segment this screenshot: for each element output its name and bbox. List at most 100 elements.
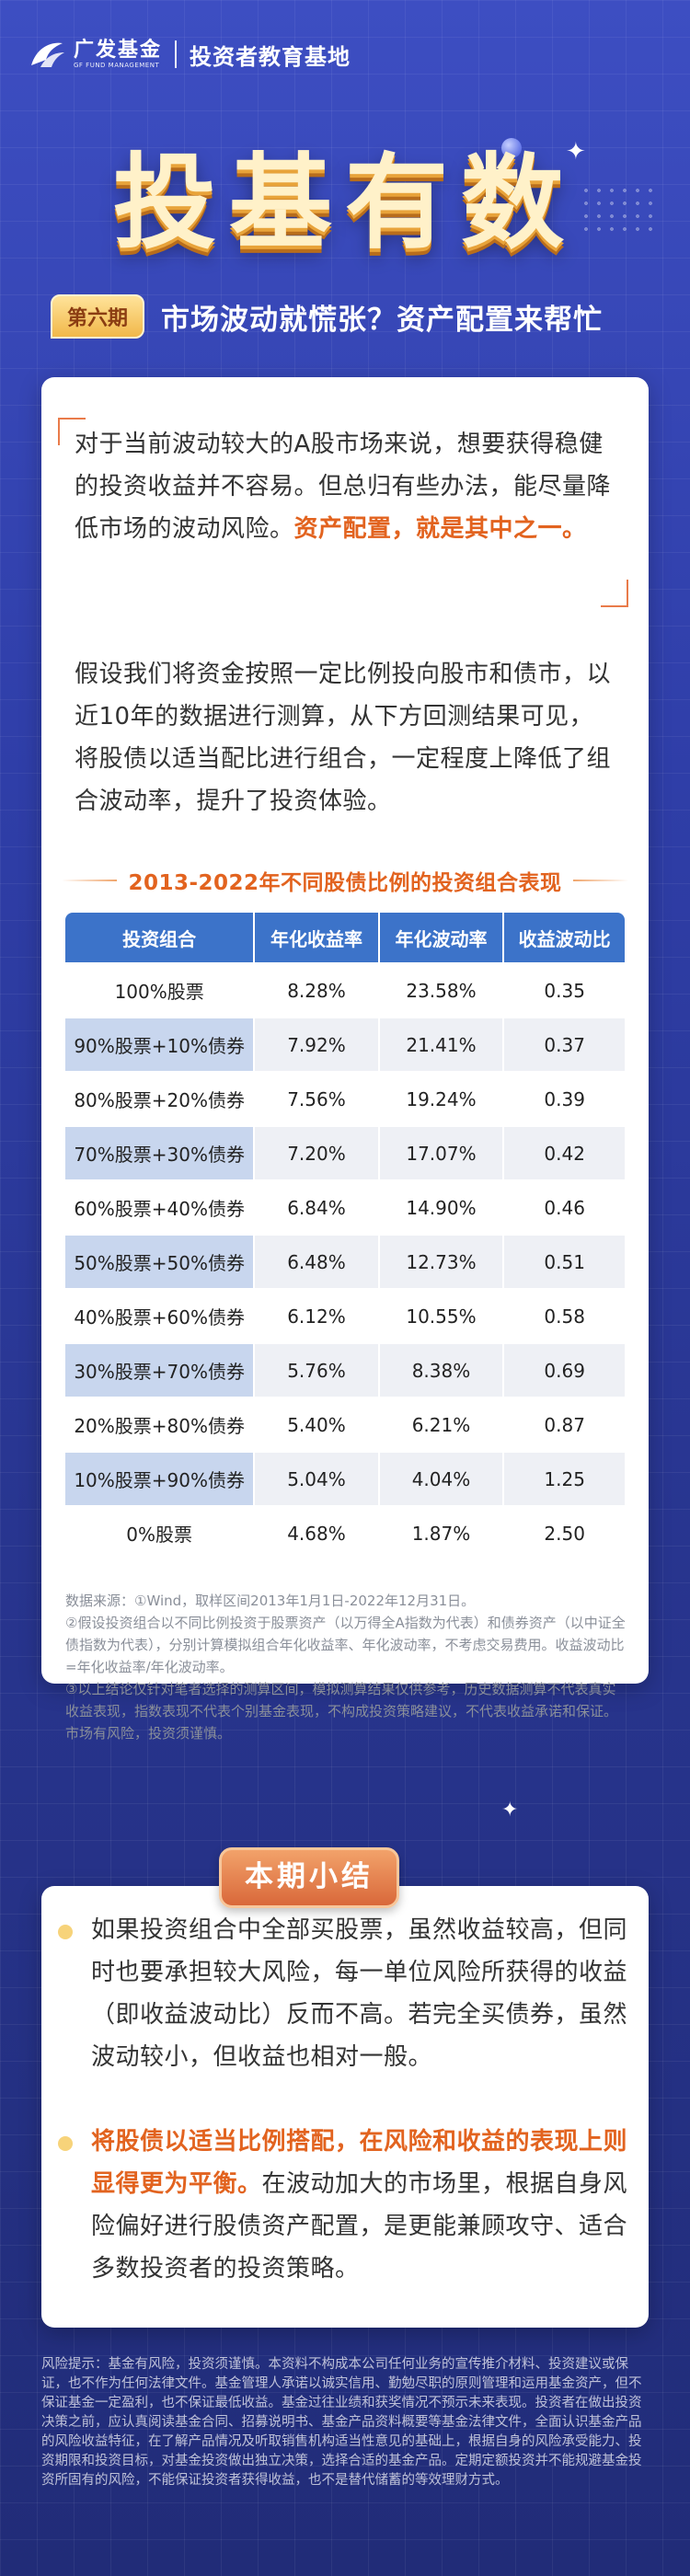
table-row: 60%股票+40%债券 6.84% 14.90% 0.46	[65, 1179, 625, 1234]
episode-badge: 第六期	[51, 294, 145, 339]
blue-sphere-decoration	[501, 138, 522, 158]
value-cell: 8.38%	[379, 1342, 505, 1397]
value-cell: 6.21%	[379, 1397, 505, 1451]
bullet-icon	[58, 1925, 73, 1939]
dot-pattern-decoration	[580, 184, 653, 239]
corner-bracket-decoration	[58, 418, 86, 445]
portfolio-name-cell: 30%股票+70%债券	[65, 1342, 256, 1397]
value-cell: 0.35	[504, 962, 625, 1017]
note-1: 数据来源：①Wind，取样区间2013年1月1日-2022年12月31日。	[65, 1593, 476, 1609]
table-row: 80%股票+20%债券 7.56% 19.24% 0.39	[65, 1071, 625, 1125]
sparkle-icon: ✦	[501, 1799, 519, 1822]
value-cell: 19.24%	[379, 1071, 505, 1125]
value-cell: 5.40%	[255, 1397, 380, 1451]
portfolio-name-cell: 60%股票+40%债券	[65, 1179, 256, 1234]
brand-name: 广发基金 GF FUND MANAGEMENT	[74, 39, 163, 70]
table-row: 50%股票+50%债券 6.48% 12.73% 0.51	[65, 1234, 625, 1288]
table-row: 70%股票+30%债券 7.20% 17.07% 0.42	[65, 1125, 625, 1179]
intro-paragraph-2: 假设我们将资金按照一定比例投向股市和债市，以近10年的数据进行测算，从下方回测结…	[75, 661, 612, 815]
column-header: 年化收益率	[255, 913, 380, 962]
value-cell: 10.55%	[379, 1288, 505, 1342]
portfolio-name-cell: 90%股票+10%债券	[65, 1017, 256, 1071]
portfolio-name-cell: 10%股票+90%债券	[65, 1451, 256, 1505]
table-row: 90%股票+10%债券 7.92% 21.41% 0.37	[65, 1017, 625, 1071]
portfolio-name-cell: 70%股票+30%债券	[65, 1125, 256, 1179]
portfolio-performance-table: 投资组合 年化收益率 年化波动率 收益波动比 100%股票 8.28% 23.58%…	[65, 913, 625, 1559]
value-cell: 21.41%	[379, 1017, 505, 1071]
brand-en: GF FUND MANAGEMENT	[74, 62, 160, 69]
table-row: 10%股票+90%债券 5.04% 4.04% 1.25	[65, 1451, 625, 1505]
value-cell: 0.69	[504, 1342, 625, 1397]
value-cell: 7.92%	[255, 1017, 380, 1071]
main-title: 投基有数	[113, 144, 577, 263]
note-2: ②假设投资组合以不同比例投资于股票资产（以万得全A指数为代表）和债券资产（以中证…	[65, 1615, 626, 1675]
value-cell: 8.28%	[255, 962, 380, 1017]
value-cell: 1.25	[504, 1451, 625, 1505]
value-cell: 7.56%	[255, 1071, 380, 1125]
portfolio-name-cell: 80%股票+20%债券	[65, 1071, 256, 1125]
value-cell: 0.39	[504, 1071, 625, 1125]
portfolio-name-cell: 0%股票	[65, 1505, 256, 1559]
table-row: 0%股票 4.68% 1.87% 2.50	[65, 1505, 625, 1559]
value-cell: 0.42	[504, 1125, 625, 1179]
value-cell: 5.04%	[255, 1451, 380, 1505]
sparkle-icon: ✦	[566, 138, 586, 166]
column-header: 收益波动比	[504, 913, 625, 962]
value-cell: 0.37	[504, 1017, 625, 1071]
value-cell: 0.58	[504, 1288, 625, 1342]
value-cell: 17.07%	[379, 1125, 505, 1179]
value-cell: 7.20%	[255, 1125, 380, 1179]
value-cell: 4.68%	[255, 1505, 380, 1559]
bullet-icon	[58, 2136, 73, 2151]
risk-notice: 风险提示：基金有风险，投资须谨慎。本资料不构成本公司任何业务的宣传推介材料、投资…	[41, 2357, 642, 2488]
episode-header: 第六期 市场波动就慌张？资产配置来帮忙	[51, 294, 603, 339]
value-cell: 1.87%	[379, 1505, 505, 1559]
value-cell: 4.04%	[379, 1451, 505, 1505]
corner-bracket-decoration	[601, 580, 628, 607]
portfolio-name-cell: 20%股票+80%债券	[65, 1397, 256, 1451]
gf-logo-icon	[31, 42, 64, 67]
table-row: 40%股票+60%债券 6.12% 10.55% 0.58	[65, 1288, 625, 1342]
brand-cn: 广发基金	[74, 39, 163, 62]
title-line-decoration	[573, 880, 628, 881]
table-header-row: 投资组合 年化收益率 年化波动率 收益波动比	[65, 913, 625, 962]
content-card: 对于当前波动较大的A股市场来说，想要获得稳健的投资收益并不容易。但总归有些办法，…	[41, 377, 649, 1742]
value-cell: 23.58%	[379, 962, 505, 1017]
intro-text: 对于当前波动较大的A股市场来说，想要获得稳健的投资收益并不容易。但总归有些办法，…	[75, 431, 612, 543]
table-row: 100%股票 8.28% 23.58% 0.35	[65, 962, 625, 1017]
portfolio-name-cell: 50%股票+50%债券	[65, 1234, 256, 1288]
intro-paragraph-1: 对于当前波动较大的A股市场来说，想要获得稳健的投资收益并不容易。但总归有些办法，…	[75, 423, 617, 550]
brand-header: 广发基金 GF FUND MANAGEMENT 投资者教育基地	[28, 31, 351, 77]
column-header: 年化波动率	[379, 913, 505, 962]
value-cell: 6.84%	[255, 1179, 380, 1234]
portfolio-name-cell: 40%股票+60%债券	[65, 1288, 256, 1342]
summary-highlight: 将股债以适当比例搭配，在风险和收益的表现上则显得更为平衡。	[91, 2128, 628, 2198]
portfolio-name-cell: 100%股票	[65, 962, 256, 1017]
table-title: 2013-2022年不同股债比例的投资组合表现	[128, 871, 562, 895]
data-notes: 数据来源：①Wind，取样区间2013年1月1日-2022年12月31日。 ②假…	[65, 1590, 628, 1744]
episode-title: 市场波动就慌张？资产配置来帮忙	[161, 303, 604, 337]
table-row: 20%股票+80%债券 5.40% 6.21% 0.87	[65, 1397, 625, 1451]
title-line-decoration	[62, 880, 117, 881]
small-sphere-decoration	[147, 193, 160, 206]
value-cell: 6.12%	[255, 1288, 380, 1342]
value-cell: 5.76%	[255, 1342, 380, 1397]
brand-divider	[175, 40, 178, 68]
value-cell: 0.46	[504, 1179, 625, 1234]
value-cell: 12.73%	[379, 1234, 505, 1288]
value-cell: 6.48%	[255, 1234, 380, 1288]
table-row: 30%股票+70%债券 5.76% 8.38% 0.69	[65, 1342, 625, 1397]
intro-highlight: 资产配置，就是其中之一。	[293, 515, 587, 543]
summary-text: 在波动加大的市场里，根据自身风险偏好进行股债资产配置，是更能兼顾攻守、适合多数投…	[91, 2170, 628, 2283]
value-cell: 14.90%	[379, 1179, 505, 1234]
summary-point-2: 将股债以适当比例搭配，在风险和收益的表现上则显得更为平衡。在波动加大的市场里，根…	[91, 2121, 634, 2290]
summary-point-1: 如果投资组合中全部买股票，虽然收益较高，但同时也要承担较大风险，每一单位风险所获…	[91, 1916, 628, 2071]
value-cell: 0.51	[504, 1234, 625, 1288]
value-cell: 0.87	[504, 1397, 625, 1451]
column-header: 投资组合	[65, 913, 256, 962]
header-subtitle: 投资者教育基地	[190, 43, 351, 70]
value-cell: 2.50	[504, 1505, 625, 1559]
note-3: ③以上结论仅针对笔者选择的测算区间，模拟测算结果仅供参考，历史数据测算不代表真实…	[65, 1681, 618, 1742]
summary-card	[41, 1886, 649, 2328]
summary-tab: 本期小结	[219, 1847, 399, 1908]
